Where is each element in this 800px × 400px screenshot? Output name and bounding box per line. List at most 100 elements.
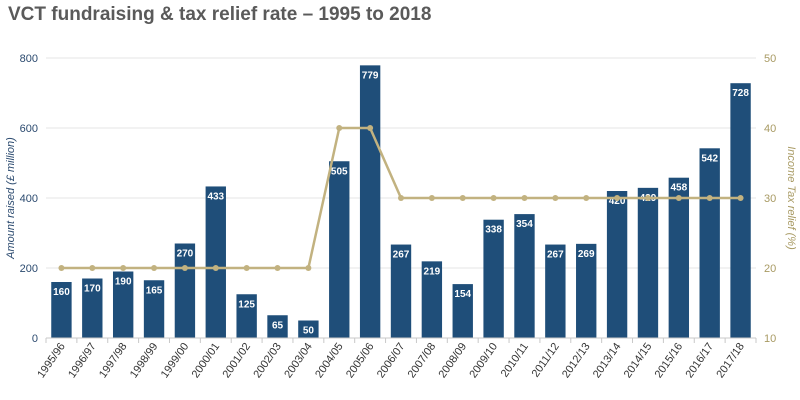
y-tick-label: 600 xyxy=(20,123,38,135)
tax-relief-point xyxy=(181,265,188,271)
x-tick-label: 2017/18 xyxy=(714,341,747,380)
x-tick-label: 2003/04 xyxy=(282,341,315,380)
x-tick-label: 2004/05 xyxy=(313,341,346,380)
tax-relief-point xyxy=(58,265,65,271)
bar-data-labels: 160 170 190 165 270 433 125 65 50 505 779 267 219 154… xyxy=(53,70,749,336)
tax-relief-point xyxy=(243,265,250,271)
bar xyxy=(329,161,350,338)
x-tick-label: 2011/12 xyxy=(530,341,562,380)
bar xyxy=(514,214,535,338)
bar-data-label: 458 xyxy=(670,183,687,194)
x-tick-label: 2010/11 xyxy=(499,341,531,380)
bar xyxy=(576,243,597,338)
y2-tick-label: 10 xyxy=(764,333,776,345)
tax-relief-point xyxy=(644,195,651,201)
tax-relief-point xyxy=(552,195,559,201)
bar-data-label: 165 xyxy=(146,285,163,296)
bar-data-label: 433 xyxy=(207,191,224,202)
line-series xyxy=(58,125,744,271)
bar xyxy=(421,261,443,338)
bar-data-label: 354 xyxy=(516,219,533,230)
y2-tick-label: 50 xyxy=(764,53,776,65)
bar xyxy=(359,65,381,338)
x-tick-label: 2009/10 xyxy=(467,341,500,380)
tax-relief-point xyxy=(336,125,343,131)
chart-title: VCT fundraising & tax relief rate – 1995… xyxy=(8,4,432,25)
tax-relief-point xyxy=(428,195,435,201)
x-tick-label: 2016/17 xyxy=(684,341,717,380)
x-tick-label: 2014/15 xyxy=(622,341,655,380)
bar xyxy=(82,278,103,338)
bar xyxy=(637,187,659,338)
x-tick-label: 2008/09 xyxy=(437,341,470,380)
bar-data-label: 542 xyxy=(701,153,718,164)
bar xyxy=(112,271,134,338)
tax-relief-point xyxy=(490,195,497,201)
x-tick-label: 2013/14 xyxy=(591,341,624,380)
bar-data-label: 50 xyxy=(303,326,315,337)
tax-relief-point xyxy=(614,195,621,201)
tax-relief-point xyxy=(706,195,713,201)
bar-data-label: 338 xyxy=(485,225,502,236)
bar xyxy=(298,320,319,338)
y2-tick-label: 20 xyxy=(764,263,776,275)
tax-relief-point xyxy=(367,125,374,131)
x-tick-label: 1999/00 xyxy=(159,341,192,380)
tax-relief-point xyxy=(583,195,590,201)
y-tick-label: 200 xyxy=(20,263,38,275)
x-tick-label: 2005/06 xyxy=(344,341,377,380)
tax-relief-point xyxy=(120,265,127,271)
bar-data-label: 267 xyxy=(393,250,410,261)
x-tick-label: 2001/02 xyxy=(220,341,253,380)
bar xyxy=(606,191,628,338)
tax-relief-point xyxy=(737,195,744,201)
tax-relief-point xyxy=(212,265,219,271)
x-tick-label: 2006/07 xyxy=(375,341,408,380)
bar xyxy=(205,186,226,338)
x-tick-label: 2000/01 xyxy=(190,341,223,380)
y-tick-label: 800 xyxy=(20,53,38,65)
y2-tick-label: 30 xyxy=(764,193,776,205)
bar xyxy=(452,284,473,338)
x-axis: 1995/961996/971997/981998/991999/002000/… xyxy=(35,337,757,380)
left-axis: 0 200 400 600 800 xyxy=(20,53,38,345)
bar xyxy=(143,280,165,338)
x-tick-label: 1995/96 xyxy=(35,341,68,380)
bar-data-label: 269 xyxy=(578,249,595,260)
bar-data-label: 505 xyxy=(331,166,348,177)
right-axis: 10 20 30 40 50 xyxy=(764,53,776,345)
y-axis-label: Amount raised (£ million) xyxy=(5,137,17,260)
bar xyxy=(699,148,720,338)
y2-tick-label: 40 xyxy=(764,123,776,135)
x-tick-label: 2007/08 xyxy=(406,341,439,380)
bar xyxy=(483,219,504,338)
bar-data-label: 219 xyxy=(424,266,441,277)
bar-data-label: 728 xyxy=(732,88,749,99)
bar xyxy=(51,282,72,338)
bar-data-label: 160 xyxy=(53,287,70,298)
tax-relief-point xyxy=(305,265,312,271)
bar-data-label: 65 xyxy=(272,320,284,331)
tax-relief-point xyxy=(459,195,466,201)
bar xyxy=(545,244,566,338)
bar-data-label: 270 xyxy=(177,249,194,260)
bar xyxy=(267,315,288,338)
tax-relief-point xyxy=(675,195,682,201)
bar-data-label: 170 xyxy=(84,284,101,295)
bar-data-label: 190 xyxy=(115,277,132,288)
bar xyxy=(390,244,412,338)
tax-relief-point xyxy=(89,265,96,271)
bar xyxy=(236,294,257,338)
bar-data-label: 125 xyxy=(238,299,255,310)
x-tick-label: 2002/03 xyxy=(251,341,284,380)
bar xyxy=(730,83,751,338)
x-tick-label: 1996/97 xyxy=(66,341,99,380)
x-tick-label: 2015/16 xyxy=(653,341,686,380)
bar xyxy=(668,177,690,338)
bar-data-label: 154 xyxy=(454,289,471,300)
x-tick-label: 2012/13 xyxy=(560,341,593,380)
bar-data-label: 267 xyxy=(547,250,564,261)
tax-relief-point xyxy=(151,265,158,271)
y2-axis-label: Income Tax relief (%) xyxy=(785,146,797,250)
